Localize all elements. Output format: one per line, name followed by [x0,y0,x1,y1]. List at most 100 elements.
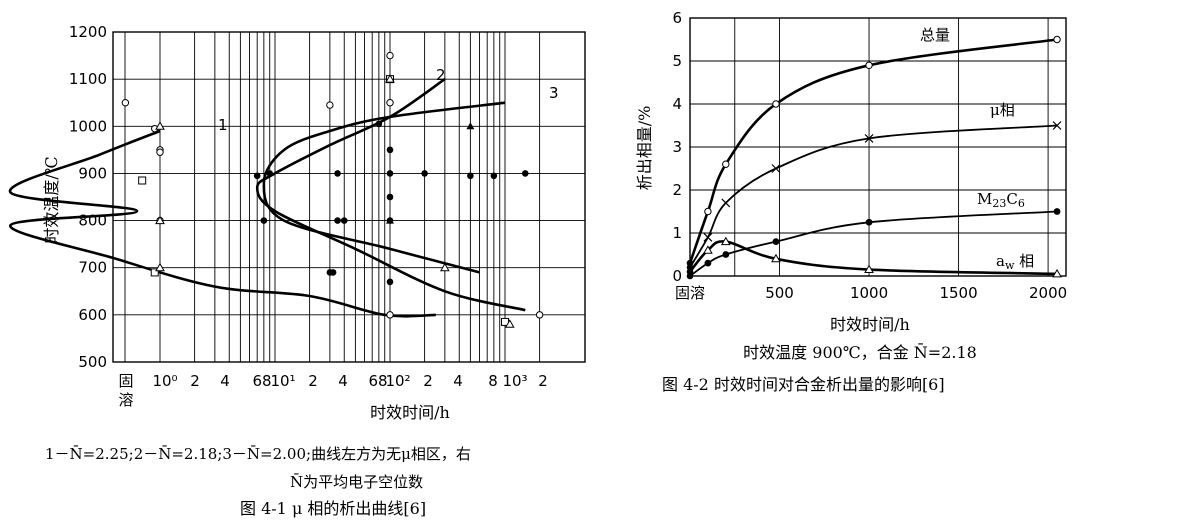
chart-1-filled-circle-marker [375,120,383,128]
chart-1-y-tick-label: 600 [78,306,107,324]
chart-2-y-tick-label: 2 [672,181,682,199]
chart-1-filled-circle-marker [266,170,274,177]
chart-1-open-circle-marker [386,51,394,60]
chart-1-curve-label: 1 [218,116,228,134]
chart-2-point-cross [864,133,874,143]
chart-2-y-tick-label: 6 [672,9,682,27]
chart-2-point-filled-circle [1053,208,1061,215]
chart-1-open-triangle-marker [504,319,515,328]
chart-1-open-circle-marker [326,101,334,109]
chart-1-filled-triangle-marker [386,216,394,224]
chart-1-figure-caption: 图 4-1 μ 相的析出曲线[6] [240,499,426,518]
chart-1-filled-circle-marker [521,170,529,177]
chart-2-point-open-triangle [864,264,874,274]
chart-1-plot-frame [112,31,586,363]
chart-1-y-tick-label: 800 [78,212,107,230]
chart-1-open-triangle-marker [155,121,165,130]
chart-1-curve-1 [9,129,436,318]
chart-1-caption-line-2: N̄为平均电子空位数 [290,473,423,491]
chart-1-x-tick-label: 2 [538,372,548,390]
chart-1-open-square-marker [138,176,147,185]
chart-1-x-tick-label: 10³ [502,372,527,390]
chart-1-filled-circle-marker [334,170,341,177]
chart-2-subtitle: 时效温度 900℃，合金 N̄=2.18 [743,341,977,362]
chart-1-open-circle-marker [121,99,130,107]
chart-1-x-axis-label: 时效时间/h [370,403,450,422]
chart-1-open-circle-marker [156,148,164,156]
chart-1-x-tick-label: 4 [453,372,463,390]
chart-2-series-label: μ相 [990,101,1015,119]
chart-1-x-tick-label: 4 [220,372,230,390]
chart-2-point-filled-circle [865,218,873,226]
chart-1-curve-2 [255,78,526,312]
chart-1-filled-circle-marker [260,217,268,224]
chart-2-y-tick-label: 0 [672,267,682,285]
chart-2-x-tick-label: 500 [765,284,794,302]
chart-2-point-open-circle [865,61,873,70]
chart-2-point-cross [703,232,713,242]
chart-2-y-axis-label: 析出相量/% [635,106,654,191]
chart-1-filled-circle-marker [340,217,348,224]
chart-2-point-open-circle [722,160,730,168]
chart-2-point-open-circle [704,207,712,216]
chart-1-filled-circle-marker [253,172,261,180]
chart-1-x-tick-label: 10² [385,372,410,390]
chart-1-open-circle-marker [386,311,394,319]
chart-1-curve-3 [262,101,506,274]
chart-2-series-line [688,38,1058,264]
chart-1-x-tick-label: 68 [368,372,387,390]
chart-1-filled-circle-marker [386,170,394,177]
chart-2-point-filled-circle [704,259,712,267]
chart-1-y-tick-label: 1100 [69,70,107,88]
chart-2-point-open-triangle [703,245,713,254]
chart-1-open-triangle-marker [155,215,165,225]
chart-1-y-tick-label: 1200 [69,23,107,41]
chart-2-point-open-triangle [720,236,731,246]
chart-1-open-square-marker [150,268,159,277]
chart-1-open-circle-marker [535,311,544,319]
chart-1-filled-circle-marker [329,269,337,276]
chart-1-filled-circle-marker [490,172,498,180]
chart-1-filled-circle-marker [386,146,394,154]
chart-2-series-label: aw 相 [996,252,1034,272]
chart-2-point-open-circle [1053,35,1061,44]
chart-2-y-tick-label: 1 [672,224,682,242]
chart-1-filled-triangle-marker [466,122,475,130]
chart-2-point-cross [721,198,731,208]
chart-1-open-triangle-marker [440,262,450,272]
chart-1-open-triangle-marker [385,74,395,83]
chart-1-x-tick-label: 68 [252,372,271,390]
chart-2-y-tick-label: 5 [672,52,682,70]
chart-1-caption-line-1: 1－N̄=2.25;2－N̄=2.18;3－N̄=2.00;曲线左方为无μ相区，… [45,445,471,463]
chart-2-series-label: 总量 [920,26,950,44]
chart-1-filled-circle-marker [421,170,428,177]
chart-2-point-filled-circle [772,238,780,246]
chart-1-curve-label: 2 [436,66,446,84]
chart-2-series-label: M23C6 [977,190,1025,210]
chart-1-x-tick-label: 2 [423,372,433,390]
chart-1-filled-circle-marker [386,278,394,286]
chart-2-point-cross [771,164,781,173]
chart-1-y-tick-label: 700 [78,259,107,277]
chart-1-filled-circle-marker [386,193,394,201]
chart-2-x-tick-label: 1500 [939,284,977,302]
chart-2-x-axis-label: 时效时间/h [830,315,910,334]
chart-2-point-open-triangle [1052,268,1062,278]
chart-2-x-tick-label: 1000 [850,284,888,302]
chart-1-filled-circle-marker [467,172,474,180]
chart-2-origin-point [686,268,694,276]
chart-1-curve-label: 3 [549,84,559,102]
chart-2-y-tick-label: 3 [672,138,682,156]
chart-1-y-tick-label: 1000 [69,117,107,135]
chart-2-point-open-circle [772,100,780,108]
chart-1-y-tick-label: 500 [78,353,107,371]
chart-1-x-tick-label: 10⁰ [152,372,177,390]
chart-1-x-tick-label: 2 [308,372,318,390]
chart-1-x-tick-label: 8 [488,372,498,390]
chart-1-x-tick-label: 10¹ [270,372,295,390]
chart-2-precipitate-amount: 0 1 2 3 4 5 6 固溶 500 1000 1500 2000 总量 μ相 M23C6 aw 相 [672,9,1067,302]
chart-1-x-tick-label: 固 [118,372,133,390]
chart-2-x-tick-label: 固溶 [675,284,705,302]
